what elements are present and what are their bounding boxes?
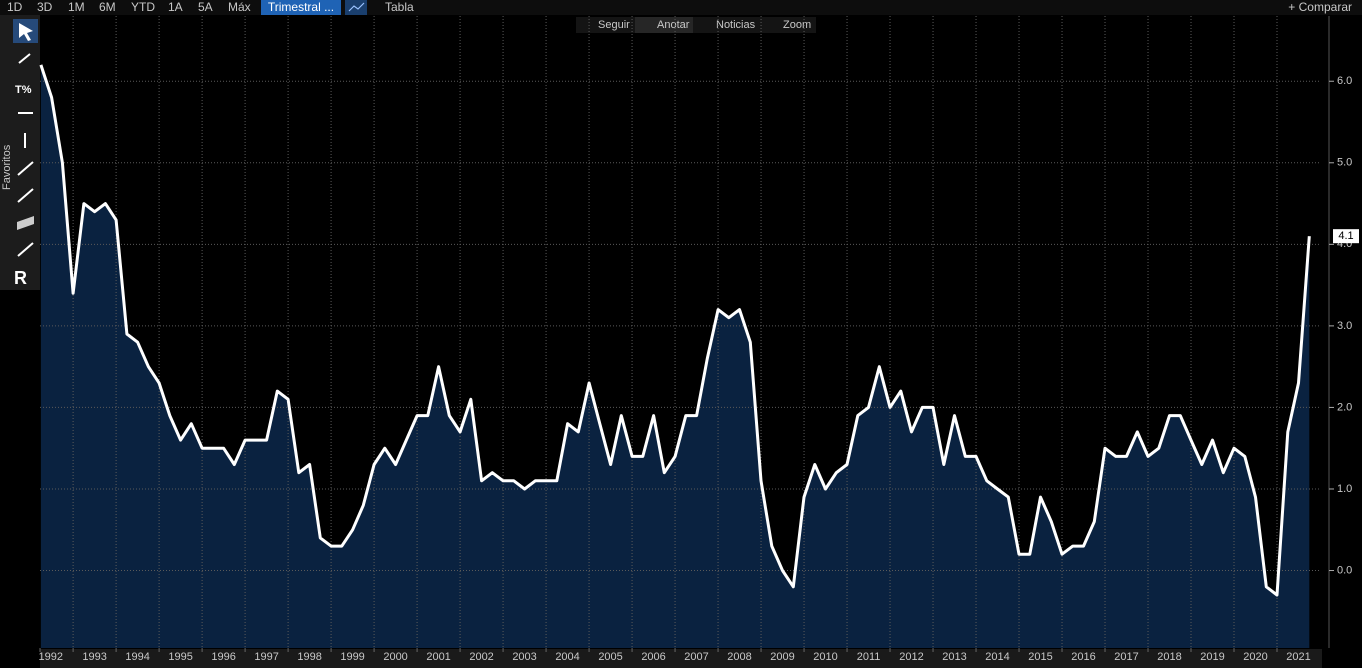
x-axis-band xyxy=(40,649,1322,668)
x-tick-label: 2000 xyxy=(383,651,407,663)
x-tick-label: 2021 xyxy=(1286,651,1310,663)
last-value-label: 4.1 xyxy=(1338,230,1353,242)
chart-tool[interactable]: Zoom xyxy=(783,19,811,31)
frequency-highlight xyxy=(261,0,341,15)
y-tick-label: 6.0 xyxy=(1337,75,1352,87)
period-button[interactable]: Máx xyxy=(228,0,251,14)
x-tick-label: 2014 xyxy=(985,651,1009,663)
period-button[interactable]: 5A xyxy=(198,0,213,14)
x-tick-label: 2016 xyxy=(1071,651,1095,663)
chart-tool[interactable]: Anotar xyxy=(657,19,690,31)
period-button[interactable]: 3D xyxy=(37,0,53,14)
y-tick-label: 3.0 xyxy=(1337,320,1352,332)
chart-tool[interactable]: Seguir xyxy=(598,19,630,31)
period-button[interactable]: 1D xyxy=(7,0,23,14)
y-tick-label: 0.0 xyxy=(1337,564,1352,576)
x-tick-label: 2018 xyxy=(1157,651,1181,663)
x-tick-label: 1993 xyxy=(82,651,106,663)
x-tick-label: 2017 xyxy=(1114,651,1138,663)
table-button[interactable]: Tabla xyxy=(385,0,414,14)
chart-tools: Seguir Anotar Noticias Zoom xyxy=(598,19,811,31)
x-tick-label: 2004 xyxy=(555,651,579,663)
last-value-box xyxy=(1333,229,1359,244)
line xyxy=(39,64,1311,597)
x-tick-label: 2013 xyxy=(942,651,966,663)
x-tick-label: 2019 xyxy=(1200,651,1224,663)
trend-icon[interactable] xyxy=(17,161,34,176)
chart-tool[interactable]: Noticias xyxy=(716,19,756,31)
x-tick-label: 2011 xyxy=(857,651,881,663)
period-button[interactable]: 1A xyxy=(168,0,183,14)
y-tick-label: 2.0 xyxy=(1337,401,1352,413)
compare-button[interactable]: + Comparar xyxy=(1288,0,1352,14)
x-tick-label: 1999 xyxy=(340,651,364,663)
percent-icon[interactable]: T% xyxy=(15,84,32,96)
pen-icon[interactable] xyxy=(18,53,31,64)
period-button[interactable]: 1M xyxy=(68,0,85,14)
x-tick-label: 2015 xyxy=(1028,651,1052,663)
x-tick-label: 1995 xyxy=(168,651,192,663)
y-tick-label: 5.0 xyxy=(1337,157,1352,169)
x-tick-label: 2005 xyxy=(598,651,622,663)
x-tick-label: 2003 xyxy=(512,651,536,663)
x-tick-label: 1998 xyxy=(297,651,321,663)
active-tool xyxy=(635,17,693,33)
chart-type-icon xyxy=(348,2,365,12)
pointer-icon xyxy=(19,23,33,41)
x-tick-label: 2012 xyxy=(899,651,923,663)
x-tick-label: 2009 xyxy=(770,651,794,663)
ray-icon[interactable] xyxy=(17,188,34,203)
segment-icon[interactable] xyxy=(17,242,34,257)
x-tick-label: 2008 xyxy=(727,651,751,663)
x-tick-label: 1996 xyxy=(211,651,235,663)
x-tick-label: 2020 xyxy=(1243,651,1267,663)
x-tick-label: 2010 xyxy=(813,651,837,663)
r-icon[interactable]: R xyxy=(14,268,27,288)
x-tick-label: 2001 xyxy=(426,651,450,663)
x-tick-label: 2007 xyxy=(684,651,708,663)
frequency-button[interactable]: Trimestral ... xyxy=(268,0,334,14)
x-tick-label: 2002 xyxy=(469,651,493,663)
channel-icon[interactable] xyxy=(17,216,34,230)
x-tick-label: 1994 xyxy=(125,651,149,663)
area xyxy=(40,64,1310,648)
y-tick-label: 1.0 xyxy=(1337,483,1352,495)
x-tick-label: 1992 xyxy=(39,651,63,663)
period-buttons: 1D 3D 1M 6M YTD 1A 5A Máx xyxy=(7,0,251,14)
period-button[interactable]: YTD xyxy=(131,0,155,14)
x-tick-label: 1997 xyxy=(254,651,278,663)
x-tick-label: 2006 xyxy=(641,651,665,663)
period-button[interactable]: 6M xyxy=(99,0,116,14)
favorites-label[interactable]: Favoritos xyxy=(1,144,13,190)
side-toolbar xyxy=(0,15,40,290)
side-tool-icons xyxy=(17,53,34,257)
